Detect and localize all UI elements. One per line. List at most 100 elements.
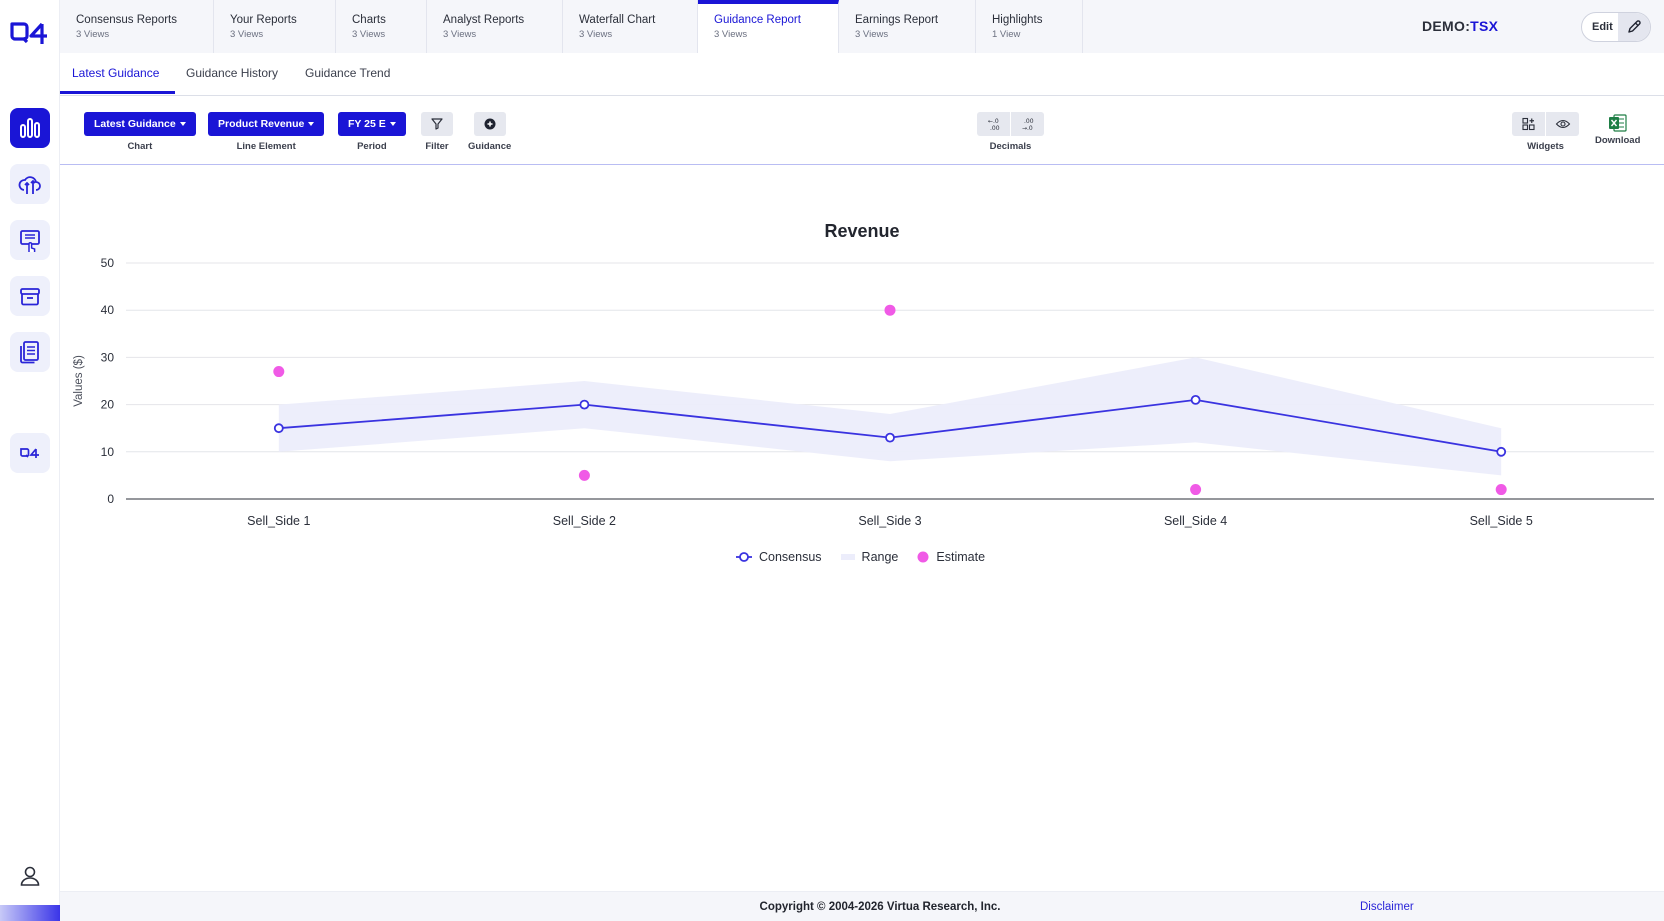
x-tick-label: Sell_Side 4 (1164, 514, 1227, 528)
estimate-point (1495, 484, 1507, 496)
add-guidance-button[interactable] (473, 112, 506, 136)
report-tab-highlights[interactable]: Highlights 1 View (976, 0, 1083, 53)
x-tick-label: Sell_Side 5 (1470, 514, 1533, 528)
legend-label: Estimate (936, 550, 986, 564)
decimals-group: ←.0.00 .00 →.0 Decimals (977, 112, 1044, 152)
consensus-legend-swatch (736, 552, 752, 562)
report-tab-views: 1 View (992, 29, 1021, 40)
tab-latest-guidance[interactable]: Latest Guidance (72, 66, 160, 80)
decrease-decimals-icon: ←.0.00 (988, 118, 1000, 131)
decimals-buttons: ←.0.00 .00 →.0 (977, 112, 1044, 136)
nav-archive-button[interactable] (10, 276, 50, 316)
y-tick-label: 30 (101, 350, 115, 364)
report-tab-title: Highlights (992, 14, 1043, 26)
report-tab-title: Analyst Reports (443, 14, 525, 26)
nav-reports-button[interactable] (10, 220, 50, 260)
legend-item-consensus[interactable]: Consensus (735, 550, 822, 564)
report-tab-charts[interactable]: Charts 3 Views (336, 0, 427, 53)
report-tabs-bar: Consensus Reports 3 Views Your Reports 3… (60, 0, 1664, 53)
report-tab-analyst-reports[interactable]: Analyst Reports 3 Views (427, 0, 563, 53)
y-tick-label: 10 (101, 445, 115, 459)
filter-group: Filter (421, 112, 453, 152)
legend-item-range[interactable]: Range (840, 550, 898, 564)
cloud-arrows-icon (18, 176, 41, 194)
report-tab-views: 3 Views (230, 29, 264, 40)
view-widgets-button[interactable] (1546, 112, 1579, 136)
filter-label: Filter (425, 141, 449, 152)
increase-decimals-button[interactable]: .00 →.0 (1011, 112, 1044, 136)
increase-decimals-icon: .00→.0 (1022, 118, 1034, 131)
plus-circle-icon (484, 118, 496, 130)
report-tab-title: Consensus Reports (76, 14, 177, 26)
svg-text:→.0: →.0 (1022, 125, 1033, 131)
legend-label: Consensus (759, 550, 822, 564)
filter-button[interactable] (421, 112, 453, 136)
download-label[interactable]: Download (1595, 135, 1641, 146)
nav-q4-home-button[interactable] (10, 433, 50, 473)
presentation-hand-icon (20, 230, 40, 252)
report-tab-earnings-report[interactable]: Earnings Report 3 Views (839, 0, 976, 53)
period-dropdown[interactable]: FY 25 E (338, 112, 406, 136)
chart-type-group: Latest Guidance Chart (84, 112, 196, 152)
disclaimer-link[interactable]: Disclaimer (1360, 901, 1414, 913)
report-tab-title: Your Reports (230, 14, 297, 26)
nav-documents-button[interactable] (10, 332, 50, 372)
report-tab-views: 3 Views (443, 29, 477, 40)
copyright-text: Copyright © 2004-2026 Virtua Research, I… (759, 901, 1001, 913)
report-tab-title: Earnings Report (855, 14, 939, 26)
archive-box-icon (20, 288, 40, 306)
ticker-exchange: TSX (1470, 18, 1499, 34)
line-element-dropdown[interactable]: Product Revenue (208, 112, 325, 136)
estimate-point (578, 469, 590, 481)
report-tab-your-reports[interactable]: Your Reports 3 Views (214, 0, 336, 53)
nav-charts-button[interactable] (10, 108, 50, 148)
nav-trends-button[interactable] (10, 164, 50, 204)
chart-legend: Consensus Range Estimate (735, 550, 985, 564)
report-tab-waterfall-chart[interactable]: Waterfall Chart 3 Views (563, 0, 698, 53)
chart-type-dropdown[interactable]: Latest Guidance (84, 112, 196, 136)
add-widget-button[interactable] (1512, 112, 1545, 136)
chart-type-value: Latest Guidance (94, 118, 176, 130)
svg-text:.00: .00 (1024, 118, 1034, 125)
estimate-point (1190, 484, 1202, 496)
rail-bottom-accent (0, 905, 60, 921)
chart-title: Revenue (824, 221, 900, 241)
consensus-point (1496, 446, 1507, 457)
report-tab-views: 3 Views (76, 29, 110, 40)
tab-guidance-trend[interactable]: Guidance Trend (305, 66, 391, 80)
report-tab-consensus-reports[interactable]: Consensus Reports 3 Views (60, 0, 214, 53)
excel-download-icon[interactable] (1608, 114, 1628, 132)
estimate-legend-swatch (917, 551, 929, 563)
period-label: Period (357, 141, 387, 152)
bar-chart-icon (20, 118, 40, 138)
tab-guidance-history[interactable]: Guidance History (186, 66, 279, 80)
eye-icon (1555, 119, 1570, 129)
widgets-add-icon (1521, 117, 1535, 131)
estimate-point (273, 366, 285, 378)
svg-text:←.0: ←.0 (988, 118, 999, 125)
user-profile-icon[interactable] (18, 864, 42, 888)
report-tab-title: Waterfall Chart (579, 14, 656, 26)
q4-logo[interactable] (9, 20, 51, 46)
period-value: FY 25 E (348, 118, 386, 130)
report-tab-guidance-report[interactable]: Guidance Report 3 Views (698, 0, 839, 53)
guidance-line-chart: 0 10 20 30 40 50 Values ($) Sell_Side 1 Sell_Sid… (73, 256, 1654, 528)
caret-down-icon (179, 122, 186, 126)
decrease-decimals-button[interactable]: ←.0.00 (977, 112, 1010, 136)
consensus-point (1190, 394, 1201, 405)
ticker-prefix: DEMO: (1422, 18, 1471, 34)
q4-mark-icon (20, 448, 39, 458)
active-tab-underline (60, 91, 175, 94)
caret-down-icon (389, 122, 396, 126)
y-axis-label: Values ($) (73, 355, 85, 407)
edit-button[interactable]: Edit (1581, 12, 1651, 42)
guidance-label: Guidance (468, 141, 512, 152)
report-tab-views: 3 Views (855, 29, 889, 40)
y-tick-label: 50 (101, 256, 115, 270)
legend-item-estimate[interactable]: Estimate (916, 550, 985, 564)
y-tick-label: 40 (101, 303, 115, 317)
svg-text:.00: .00 (990, 125, 1000, 131)
line-element-value: Product Revenue (218, 118, 305, 130)
x-tick-label: Sell_Side 1 (247, 514, 310, 528)
